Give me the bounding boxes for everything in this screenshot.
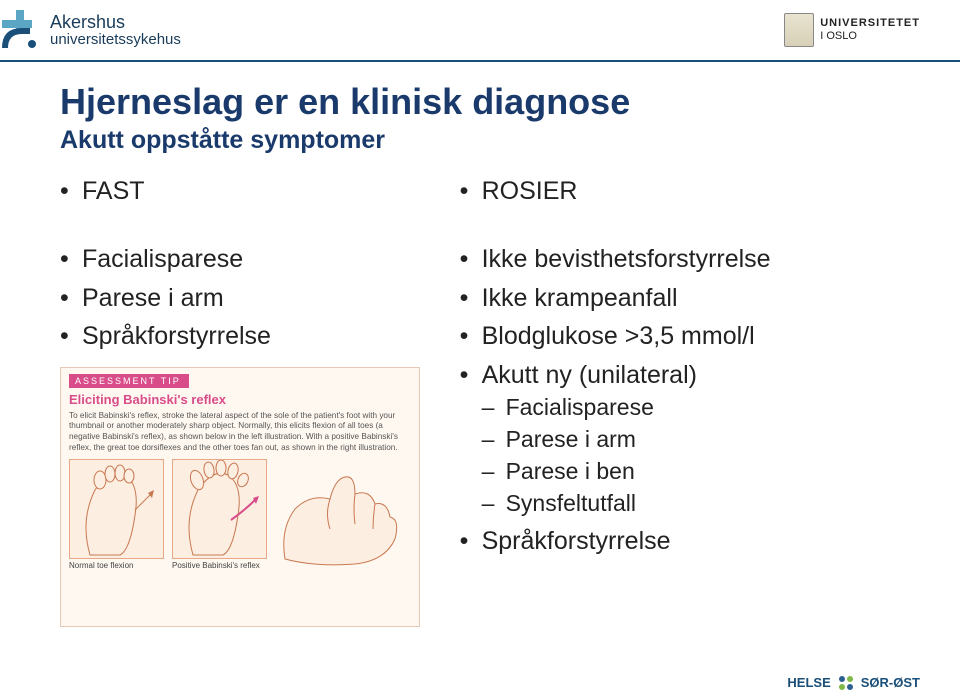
akershus-logo-icon xyxy=(0,8,44,52)
left-column: FAST Facialisparese Parese i arm Språkfo… xyxy=(60,175,430,627)
logo-line2: universitetssykehus xyxy=(50,32,181,48)
list-item: Ikke bevisthetsforstyrrelse xyxy=(460,243,930,276)
sub-item: Parese i ben xyxy=(482,457,930,487)
list-item: Blodglukose >3,5 mmol/l xyxy=(460,320,930,353)
uio-seal-icon xyxy=(784,13,814,47)
list-item: Akutt ny (unilateral) Facialisparese Par… xyxy=(460,359,930,519)
right-column: ROSIER Ikke bevisthetsforstyrrelse Ikke … xyxy=(460,175,930,627)
list-item: Facialisparese xyxy=(60,243,430,276)
uio-line2: I OSLO xyxy=(820,30,920,43)
assessment-tip-box: ASSESSMENT TIP Eliciting Babinski's refl… xyxy=(60,367,420,627)
tip-badge: ASSESSMENT TIP xyxy=(69,374,189,388)
page-subtitle: Akutt oppståtte symptomer xyxy=(60,126,900,155)
slide-header: Akershus universitetssykehus UNIVERSITET… xyxy=(0,0,960,60)
figure-positive-babinski xyxy=(172,459,267,559)
footer-logo: HELSE SØR-ØST xyxy=(787,675,920,690)
sub-item: Synsfeltutfall xyxy=(482,489,930,519)
tip-figures: Normal toe flexion xyxy=(69,459,411,570)
uio-logo: UNIVERSITETET I OSLO xyxy=(784,13,920,47)
list-item: FAST xyxy=(60,175,430,208)
fig1-label: Normal toe flexion xyxy=(69,561,164,570)
list-item-label: Akutt ny (unilateral) xyxy=(482,361,697,389)
sub-item: Parese i arm xyxy=(482,425,930,455)
figure-hand xyxy=(275,459,405,559)
figure-normal-flexion xyxy=(69,459,164,559)
page-title: Hjerneslag er en klinisk diagnose xyxy=(60,82,900,122)
list-item: ROSIER xyxy=(460,175,930,208)
logo-line1: Akershus xyxy=(50,13,181,32)
footer-right: SØR-ØST xyxy=(861,675,920,690)
list-item: Språkforstyrrelse xyxy=(60,320,430,353)
slide-content: Hjerneslag er en klinisk diagnose Akutt … xyxy=(0,62,960,627)
akershus-logo: Akershus universitetssykehus xyxy=(0,8,181,52)
footer-dots-icon xyxy=(839,676,853,690)
uio-line1: UNIVERSITETET xyxy=(820,17,920,30)
list-item: Parese i arm xyxy=(60,282,430,315)
list-item: Språkforstyrrelse xyxy=(460,525,930,558)
fig2-label: Positive Babinski's reflex xyxy=(172,561,267,570)
list-item: Ikke krampeanfall xyxy=(460,282,930,315)
sub-item: Facialisparese xyxy=(482,393,930,423)
footer-left: HELSE xyxy=(787,675,830,690)
tip-title: Eliciting Babinski's reflex xyxy=(69,392,411,407)
tip-body: To elicit Babinski's reflex, stroke the … xyxy=(69,411,411,454)
